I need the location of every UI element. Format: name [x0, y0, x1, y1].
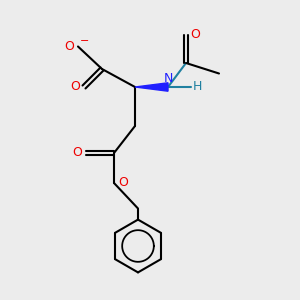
- Polygon shape: [135, 83, 168, 91]
- Text: O: O: [65, 40, 74, 53]
- Text: O: O: [71, 80, 80, 94]
- Text: O: O: [118, 176, 128, 190]
- Text: N: N: [163, 72, 173, 85]
- Text: O: O: [72, 146, 82, 160]
- Text: O: O: [190, 28, 200, 41]
- Text: H: H: [192, 80, 202, 94]
- Text: −: −: [80, 36, 89, 46]
